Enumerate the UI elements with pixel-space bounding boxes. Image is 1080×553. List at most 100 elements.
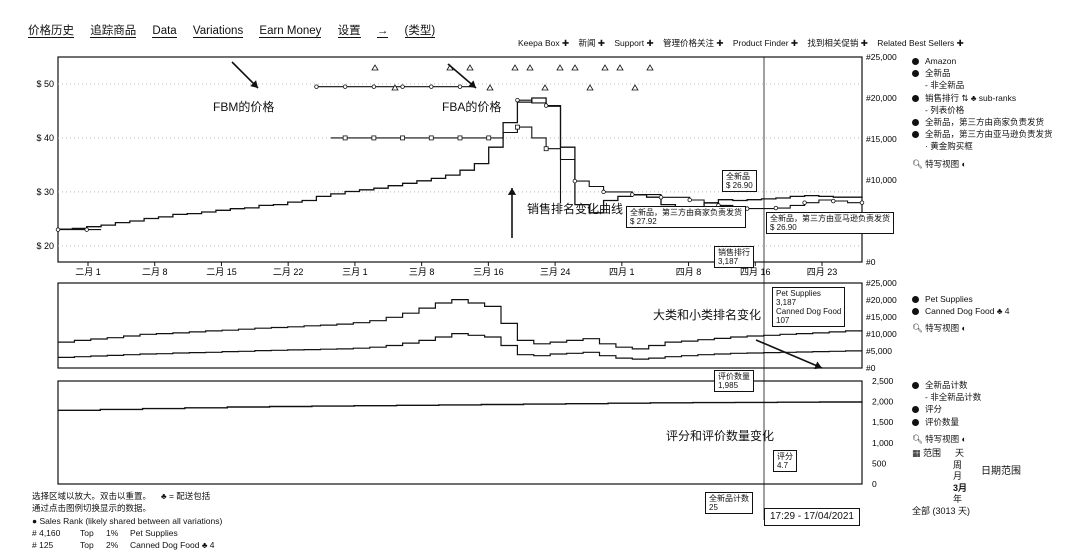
fba-marker: [859, 200, 865, 205]
link-price-watch[interactable]: 管理价格关注 ✚: [662, 38, 724, 48]
tooltip-fba-offer: 全新品，第三方由亚马逊负责发货 $ 26.90: [766, 212, 894, 234]
date-range-link[interactable]: 日期范围: [981, 466, 1021, 477]
legend-used-count[interactable]: - 非全新品计数: [925, 392, 982, 403]
y-right-tick: #15,000: [866, 312, 897, 322]
y-right-tick: #15,000: [866, 134, 897, 144]
legend-used[interactable]: - 非全新品: [925, 80, 965, 91]
fbm-marker: [428, 135, 434, 141]
x-tick-label: 四月 8: [676, 267, 702, 277]
tab-type[interactable]: (类型): [404, 25, 436, 38]
buybox-triangle: [556, 64, 564, 71]
x-tick-label: 三月 16: [473, 267, 504, 277]
legend-dot: [912, 131, 919, 139]
annotation-rating: 评分和评价数量变化: [666, 429, 775, 443]
legend-review-count[interactable]: 评价数量: [912, 416, 981, 428]
y-left-tick: $ 30: [36, 187, 54, 197]
series-pet-supplies: [58, 299, 863, 350]
legend-amazon[interactable]: Amazon: [912, 55, 1053, 67]
annotation-rank-curve: 销售排名变化曲线: [527, 202, 624, 216]
close-view-3[interactable]: 🔍︎ 特写视图 ◐: [912, 433, 967, 444]
range-year[interactable]: 年: [953, 494, 963, 504]
range-day[interactable]: 天: [955, 448, 965, 458]
tab-settings[interactable]: 设置: [337, 25, 361, 38]
legend-fbm[interactable]: 全新品，第三方由商家负责发货: [912, 116, 1053, 128]
legend-dot: [912, 70, 919, 78]
series-sales-rank: [58, 97, 863, 230]
link-keepa-box[interactable]: Keepa Box ✚: [518, 38, 570, 48]
tooltip-review-count: 评价数量 1,985: [714, 370, 754, 392]
buybox-triangle: [526, 64, 534, 71]
range-month[interactable]: 月: [953, 471, 963, 481]
range-label: 范围: [923, 448, 942, 458]
arrow-category-rank: [755, 339, 823, 369]
tooltip-rating: 评分 4.7: [773, 450, 797, 472]
fbm-marker: [400, 135, 405, 141]
link-best-sellers[interactable]: Related Best Sellers ✚: [877, 38, 964, 48]
legend-list-price[interactable]: - 列表价格: [925, 104, 965, 115]
x-tick-label: 三月 1: [342, 267, 368, 277]
magnifier-icon: 🔍︎: [912, 433, 926, 444]
legend-rank: Pet Supplies Canned Dog Food ♣ 4 🔍︎ 特写视图…: [912, 293, 1010, 335]
tooltip-timestamp: 17:29 - 17/04/2021: [764, 508, 860, 526]
y-right-tick: #20,000: [866, 295, 897, 305]
tab-arrow[interactable]: →: [376, 25, 389, 38]
legend-new-count[interactable]: 全新品计数: [912, 379, 981, 391]
fbm-marker: [457, 135, 463, 141]
legend-fba[interactable]: 全新品，第三方由亚马逊负责发货: [912, 128, 1053, 140]
annotation-fbm: FBM的价格: [213, 100, 275, 114]
tab-track-product[interactable]: 追踪商品: [90, 25, 137, 38]
buybox-triangle: [646, 64, 654, 71]
link-deals[interactable]: 找到相关促销 ✚: [807, 38, 868, 48]
legend-dot: [912, 406, 919, 414]
legend-new[interactable]: 全新品: [912, 67, 1053, 79]
buybox-triangle: [586, 84, 594, 91]
legend-dot: [912, 58, 919, 65]
y-right-tick: #0: [866, 257, 876, 267]
range-week[interactable]: 周: [953, 459, 963, 470]
y-left-tick: $ 20: [36, 241, 54, 251]
legend-dot: [912, 418, 919, 426]
close-view-2[interactable]: 🔍︎ 特写视图 ◐: [912, 323, 967, 334]
range-3month[interactable]: 3月: [953, 482, 968, 493]
legend-pet-supplies[interactable]: Pet Supplies: [912, 293, 1010, 305]
x-tick-label: 二月 22: [273, 267, 304, 277]
y-right-tick: 1,500: [872, 417, 894, 427]
legend-dot: [912, 119, 919, 127]
series-review-count: [58, 401, 863, 411]
arrow-fba-head: [468, 80, 476, 88]
fbm-marker: [342, 135, 348, 141]
buybox-triangle: [601, 64, 609, 71]
tab-variations[interactable]: Variations: [192, 25, 244, 38]
fba-marker: [515, 97, 520, 103]
y-left-tick: $ 50: [36, 79, 54, 89]
y-right-tick: 500: [872, 458, 886, 468]
legend-rating[interactable]: 评分: [912, 403, 981, 415]
legend-canned[interactable]: Canned Dog Food ♣ 4: [912, 305, 1010, 317]
legend-buybox[interactable]: · 黄金购买框: [925, 141, 973, 152]
link-news[interactable]: 新闻 ✚: [578, 38, 605, 48]
close-view-1[interactable]: 🔍︎ 特写视图 ◐: [912, 158, 967, 169]
range-all[interactable]: 全部 (3013 天): [912, 505, 971, 516]
link-support[interactable]: Support ✚: [614, 38, 654, 48]
buybox-triangle: [466, 64, 474, 71]
legend-sales-rank[interactable]: 销售排行 ⇅ ♣ sub-ranks: [912, 92, 1053, 104]
link-product-finder[interactable]: Product Finder ✚: [732, 38, 799, 48]
y-right-tick: #20,000: [866, 93, 897, 103]
tab-price-history[interactable]: 价格历史: [28, 25, 74, 38]
arrow-rank-curve-head: [507, 188, 517, 195]
y-right-tick: #0: [866, 363, 876, 373]
tooltip-new-price: 全新品 $ 26.90: [722, 170, 757, 192]
y-right-tick: 2,000: [872, 397, 894, 407]
top-links: Keepa Box ✚ 新闻 ✚ Support ✚ 管理价格关注 ✚ Prod…: [518, 37, 971, 49]
annotation-fba: FBA的价格: [442, 100, 502, 114]
fba-marker: [314, 84, 319, 89]
buybox-triangle: [486, 84, 494, 91]
fba-marker: [831, 198, 836, 204]
tab-earn-money[interactable]: Earn Money: [259, 25, 322, 38]
tab-data[interactable]: Data: [152, 25, 177, 38]
fba-marker: [687, 197, 692, 203]
fba-marker: [342, 84, 348, 89]
tooltip-category-ranks: Pet Supplies 3,187 Canned Dog Food 107: [772, 287, 846, 327]
y-right-tick: #25,000: [866, 278, 897, 288]
